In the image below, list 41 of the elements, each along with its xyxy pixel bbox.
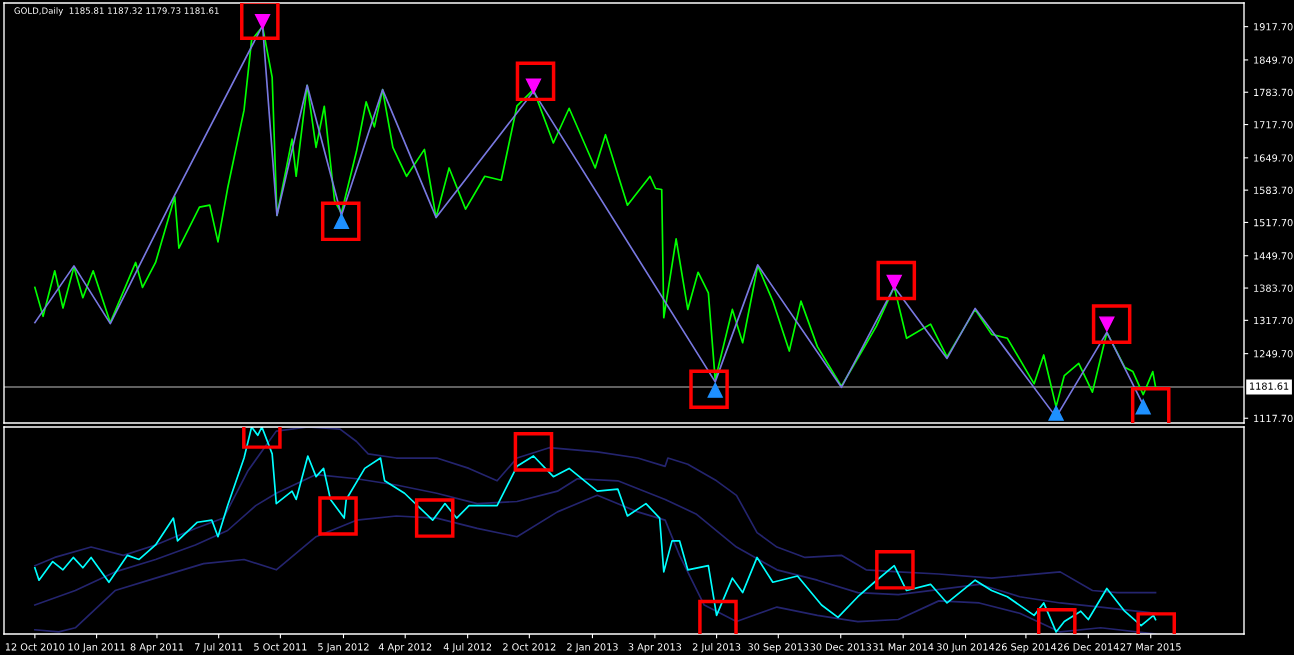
y-tick-label: 1449.70 <box>1254 252 1293 260</box>
x-tick-label: 30 Sep 2013 <box>748 643 809 653</box>
y-tick-label: 1917.70 <box>1254 23 1293 31</box>
y-tick-label: 1649.70 <box>1254 154 1293 162</box>
point <box>1091 304 1132 344</box>
point <box>876 260 917 301</box>
x-tick-label: 30 Dec 2013 <box>810 643 871 651</box>
y-tick-label: 1717.70 <box>1254 121 1293 129</box>
x-tick-label: 26 Sep 2014 <box>995 643 1057 653</box>
point <box>1048 405 1064 421</box>
x-tick-label: 31 Mar 2014 <box>873 643 934 651</box>
point <box>320 201 361 242</box>
chart-title: GOLD,Daily 1185.81 1187.32 1179.73 1181.61 <box>14 7 219 16</box>
y-tick-label: 1583.70 <box>1254 186 1293 194</box>
y-tick-label: 1783.70 <box>1254 88 1293 97</box>
x-tick-label: 30 Jun 2014 <box>937 643 995 653</box>
x-tick-label: 4 Jul 2012 <box>443 643 492 653</box>
x-tick-label: 5 Jan 2012 <box>318 643 369 653</box>
x-tick-label: 2 Oct 2012 <box>503 643 556 651</box>
x-tick-label: 2 Jan 2013 <box>567 643 618 653</box>
y-tick-label: 1317.70 <box>1254 316 1293 325</box>
x-tick-label: 5 Oct 2011 <box>254 643 307 651</box>
ref-line-label: 1181.61 <box>1250 382 1289 390</box>
point <box>689 369 729 410</box>
x-tick-label: 10 Jan 2011 <box>68 643 125 653</box>
x-tick-label: 3 Apr 2013 <box>628 643 682 653</box>
point <box>1130 387 1171 423</box>
x-tick-label: 27 Mar 2015 <box>1120 643 1181 651</box>
y-tick-label: 1117.70 <box>1254 414 1293 423</box>
y-tick-label: 1383.70 <box>1254 284 1293 292</box>
x-tick-label: 12 Oct 2010 <box>5 643 65 651</box>
x-tick-label: 26 Dec 2014 <box>1057 643 1119 651</box>
y-tick-label: 1517.70 <box>1254 218 1293 227</box>
x-tick-label: 2 Jul 2013 <box>692 643 741 653</box>
y-tick-label: 1249.70 <box>1254 350 1293 358</box>
point <box>515 61 556 102</box>
y-tick-label: 1849.70 <box>1254 56 1293 64</box>
x-tick-label: 4 Apr 2012 <box>378 643 432 653</box>
x-tick-label: 7 Jul 2011 <box>195 643 243 653</box>
x-tick-label: 8 Apr 2011 <box>130 643 184 653</box>
point <box>240 3 280 40</box>
